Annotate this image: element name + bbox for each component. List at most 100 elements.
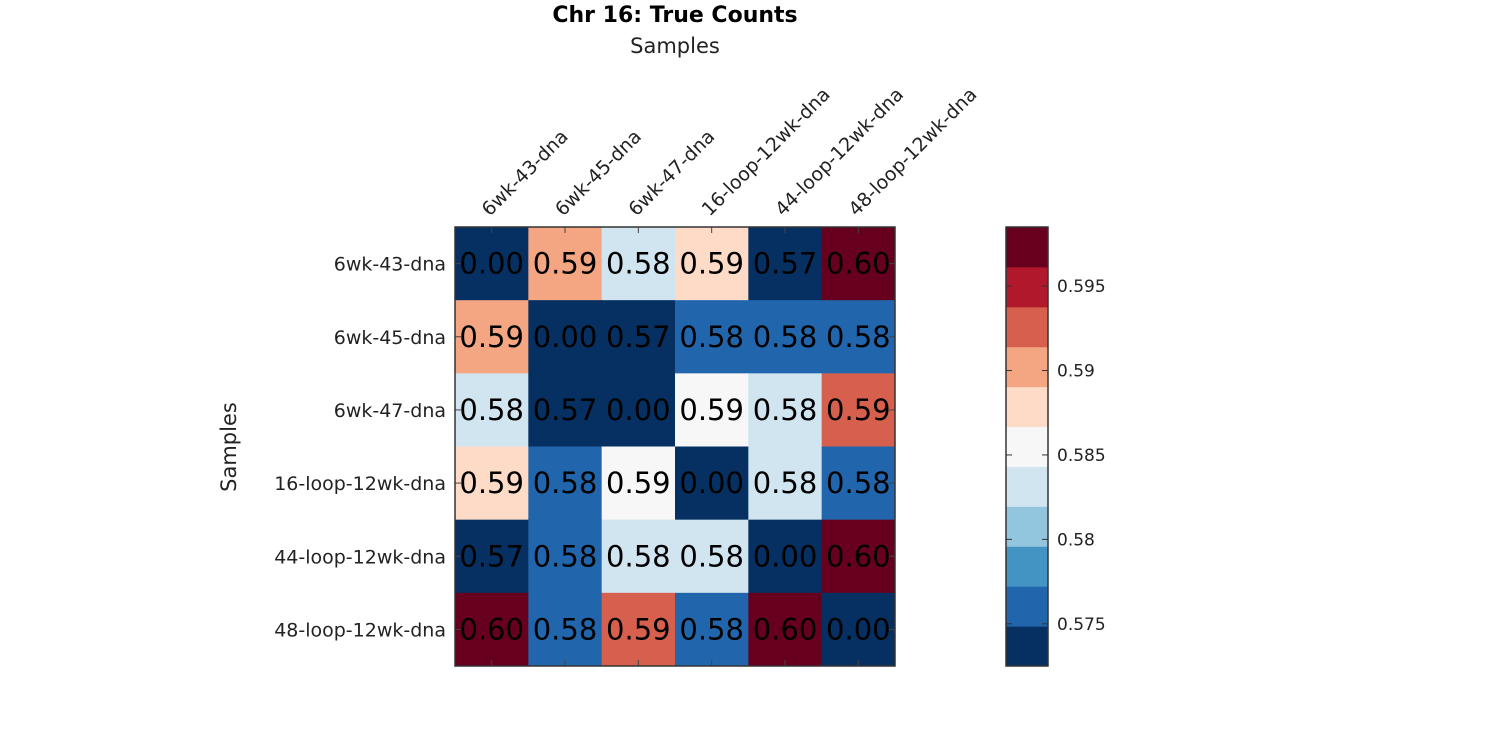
- heatmap-cell-r3-c5: [821, 446, 896, 521]
- colorbar-segment: [1006, 466, 1048, 507]
- heatmap-cell-r2-c4: [748, 373, 823, 447]
- cell-label-r5-c1: 0.58: [533, 612, 598, 646]
- colorbar-segment: [1006, 506, 1048, 547]
- y-tick-label: 16-loop-12wk-dna: [274, 473, 446, 495]
- cell-label-r3-c1: 0.58: [533, 466, 598, 500]
- heatmap-cell-r5-c0: [455, 592, 529, 667]
- heatmap-cell-r5-c4: [748, 592, 823, 667]
- heatmap-cell-r3-c2: [601, 446, 676, 521]
- heatmap-cell-r4-c1: [528, 519, 603, 594]
- cell-label-r4-c5: 0.60: [826, 539, 891, 573]
- heatmap-cell-r3-c4: [748, 446, 823, 521]
- heatmap-cell-r0-c4: [748, 227, 823, 301]
- cell-label-r2-c2: 0.00: [606, 393, 671, 427]
- cell-label-r0-c4: 0.57: [753, 247, 818, 281]
- x-tick-labels: 6wk-43-dna6wk-45-dna6wk-47-dna16-loop-12…: [478, 83, 982, 220]
- cell-label-r2-c0: 0.58: [459, 393, 524, 427]
- cell-label-r1-c5: 0.58: [826, 320, 891, 354]
- heatmap-cell-r2-c3: [675, 373, 749, 447]
- heatmap-cell-r3-c1: [528, 446, 603, 521]
- colorbar-segment: [1006, 227, 1048, 268]
- y-tick-labels: 6wk-43-dna 6wk-45-dna 6wk-47-dna 16-loop-12…: [274, 254, 446, 642]
- heatmap-cell-r0-c0: [455, 227, 529, 301]
- cell-label-r0-c1: 0.59: [533, 247, 598, 281]
- heatmap-cell-r2-c2: [601, 373, 676, 447]
- y-tick-label: 6wk-47-dna: [334, 400, 446, 422]
- heatmap-cell-r4-c5: [821, 519, 896, 594]
- colorbar-segment: [1006, 306, 1048, 348]
- cell-label-r0-c3: 0.59: [679, 247, 744, 281]
- heatmap-cell-r3-c0: [455, 446, 529, 521]
- cell-label-r3-c2: 0.59: [606, 466, 671, 500]
- cell-label-r0-c2: 0.58: [606, 247, 671, 281]
- heatmap-cell-r0-c5: [821, 227, 896, 301]
- heatmap-cell-r1-c1: [528, 300, 603, 374]
- cell-label-r5-c4: 0.60: [753, 612, 818, 646]
- chart-title: Chr 16: True Counts: [552, 3, 797, 28]
- heatmap-cell-r1-c0: [455, 300, 529, 374]
- cell-label-r1-c3: 0.58: [679, 320, 744, 354]
- colorbar-segment: [1006, 426, 1048, 467]
- cell-label-r2-c1: 0.57: [533, 393, 598, 427]
- colorbar: 0.575 0.58 0.585 0.59 0.595: [1005, 226, 1106, 667]
- cell-label-r5-c2: 0.59: [606, 612, 671, 646]
- cell-label-r5-c0: 0.60: [459, 612, 524, 646]
- heatmap-frame: [454, 226, 896, 667]
- x-tick-label: 16-loop-12wk-dna: [698, 83, 835, 220]
- colorbar-tick-label: 0.58: [1057, 530, 1095, 550]
- cell-label-r1-c1: 0.00: [533, 320, 598, 354]
- cell-label-r3-c5: 0.58: [826, 466, 891, 500]
- x-axis-label: Samples: [630, 34, 720, 58]
- y-tick-label: 6wk-45-dna: [334, 327, 446, 349]
- colorbar-frame: [1005, 226, 1049, 667]
- heatmap-cell-r0-c2: [601, 227, 676, 301]
- heatmap-cell-r0-c3: [675, 227, 749, 301]
- cell-label-r4-c2: 0.58: [606, 539, 671, 573]
- heatmap-cell-r4-c0: [455, 519, 529, 594]
- y-tick-label: 48-loop-12wk-dna: [274, 619, 446, 641]
- cell-label-r1-c2: 0.57: [606, 320, 671, 354]
- heatmap-cell-r1-c2: [601, 300, 676, 374]
- colorbar-tick-label: 0.595: [1057, 277, 1106, 297]
- cell-label-r4-c3: 0.58: [679, 539, 744, 573]
- heatmap-cell-r2-c5: [821, 373, 896, 447]
- heatmap-cell-r5-c1: [528, 592, 603, 667]
- cell-label-r3-c3: 0.00: [679, 466, 744, 500]
- y-tick-label: 6wk-43-dna: [334, 254, 446, 276]
- heatmap-cell-r4-c2: [601, 519, 676, 594]
- colorbar-segment: [1006, 386, 1048, 428]
- x-tick-label: 48-loop-12wk-dna: [844, 83, 981, 220]
- heatmap-cell-r3-c3: [675, 446, 749, 521]
- colorbar-segment: [1006, 346, 1048, 388]
- x-tick-label: 44-loop-12wk-dna: [771, 83, 908, 220]
- heatmap-cell-r4-c4: [748, 519, 823, 594]
- heatmap-cell-r5-c3: [675, 592, 749, 667]
- y-axis-label: Samples: [217, 402, 241, 492]
- y-tick-label: 44-loop-12wk-dna: [274, 546, 446, 568]
- cell-label-r0-c5: 0.60: [826, 247, 891, 281]
- cell-label-r5-c3: 0.58: [679, 612, 744, 646]
- colorbar-tick-label: 0.585: [1057, 446, 1106, 466]
- colorbar-segment: [1006, 546, 1048, 587]
- colorbar-segment: [1006, 266, 1048, 308]
- cell-label-r4-c1: 0.58: [533, 539, 598, 573]
- heatmap-cell-r1-c4: [748, 300, 823, 374]
- colorbar-tick-label: 0.59: [1057, 362, 1095, 382]
- heatmap-cell-r2-c1: [528, 373, 603, 447]
- cell-label-r1-c4: 0.58: [753, 320, 818, 354]
- cell-label-r2-c4: 0.58: [753, 393, 818, 427]
- heatmap-cell-r1-c5: [821, 300, 896, 374]
- cell-label-r1-c0: 0.59: [459, 320, 524, 354]
- cell-label-r3-c4: 0.58: [753, 466, 818, 500]
- cell-label-r4-c0: 0.57: [459, 539, 524, 573]
- cell-label-r0-c0: 0.00: [459, 247, 524, 281]
- heatmap-cell-r1-c3: [675, 300, 749, 374]
- heatmap-cell-r5-c2: [601, 592, 676, 667]
- heatmap-cell-labels: 0.00 0.59 0.58 0.59 0.57 0.600.59 0.00 0.57 0.58…: [459, 247, 890, 647]
- heatmap-cell-r5-c5: [821, 592, 896, 667]
- cell-label-r3-c0: 0.59: [459, 466, 524, 500]
- cell-label-r5-c5: 0.00: [826, 612, 891, 646]
- cell-label-r2-c3: 0.59: [679, 393, 744, 427]
- heatmap-cell-r0-c1: [528, 227, 603, 301]
